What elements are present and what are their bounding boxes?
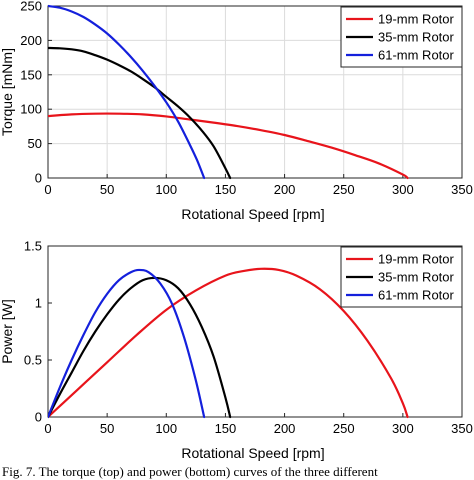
series-group-0 bbox=[48, 4, 409, 180]
legend-entry: 35-mm Rotor bbox=[378, 270, 455, 285]
y-tick-label: 50 bbox=[28, 136, 42, 151]
legend-entry: 61-mm Rotor bbox=[378, 288, 455, 303]
x-tick-label: 50 bbox=[100, 182, 114, 197]
series-line-3 bbox=[48, 268, 206, 419]
x-tick-label: 250 bbox=[333, 182, 355, 197]
y-tick-label: 0 bbox=[35, 410, 42, 425]
figure-caption: Fig. 7. The torque (top) and power (bott… bbox=[2, 464, 378, 479]
x-tick-label: 50 bbox=[100, 421, 114, 436]
series-line-2 bbox=[48, 276, 232, 419]
x-tick-label: 350 bbox=[451, 182, 473, 197]
x-tick-label: 200 bbox=[274, 182, 296, 197]
y-tick-label: 100 bbox=[20, 102, 42, 117]
x-tick-label: 0 bbox=[44, 182, 51, 197]
legend-entry: 19-mm Rotor bbox=[378, 252, 455, 267]
legend-entry: 61-mm Rotor bbox=[378, 48, 455, 63]
y-tick-label: 200 bbox=[20, 33, 42, 48]
y-tick-label: 150 bbox=[20, 67, 42, 82]
axes-frame bbox=[47, 245, 463, 418]
series-line-1 bbox=[48, 112, 409, 180]
ticks-0: 0 50 100 150 200 250 300 350 0 50 100 150 200 250 bbox=[20, 0, 473, 197]
series-group-1 bbox=[48, 267, 409, 419]
legend-entry: 35-mm Rotor bbox=[378, 30, 455, 45]
x-axis-label: Rotational Speed [rpm] bbox=[181, 206, 324, 222]
series-line-3 bbox=[48, 4, 206, 180]
series-line-2 bbox=[48, 46, 232, 180]
series-line-1 bbox=[48, 267, 409, 419]
x-tick-label: 0 bbox=[44, 421, 51, 436]
x-tick-label: 250 bbox=[333, 421, 355, 436]
x-tick-label: 150 bbox=[215, 182, 237, 197]
x-axis-label: Rotational Speed [rpm] bbox=[181, 445, 324, 461]
chart-0: 0 50 100 150 200 250 300 350 0 50 100 150 200 250 Rota… bbox=[0, 0, 473, 222]
y-tick-label: 0.5 bbox=[24, 353, 42, 368]
x-tick-label: 100 bbox=[155, 182, 177, 197]
x-tick-label: 150 bbox=[215, 421, 237, 436]
y-axis-label: Power [W] bbox=[0, 299, 15, 364]
axes-frame bbox=[47, 5, 463, 179]
y-tick-label: 250 bbox=[20, 0, 42, 14]
y-tick-label: 1 bbox=[35, 296, 42, 311]
legend-entry: 19-mm Rotor bbox=[378, 12, 455, 27]
chart-1: 0 50 100 150 200 250 300 350 0 0.5 1 1.5 Rotational … bbox=[0, 239, 473, 462]
x-tick-label: 300 bbox=[392, 182, 414, 197]
y-axis-label: Torque [mNm] bbox=[0, 48, 15, 136]
x-tick-label: 200 bbox=[274, 421, 296, 436]
legend-1: 19-mm Rotor 35-mm Rotor 61-mm Rotor bbox=[340, 246, 463, 308]
x-tick-label: 300 bbox=[392, 421, 414, 436]
legend-0: 19-mm Rotor 35-mm Rotor 61-mm Rotor bbox=[340, 6, 463, 68]
ticks-1: 0 50 100 150 200 250 300 350 0 0.5 1 1.5 bbox=[24, 239, 473, 437]
y-tick-label: 1.5 bbox=[24, 239, 42, 254]
x-tick-label: 350 bbox=[451, 421, 473, 436]
x-tick-label: 100 bbox=[155, 421, 177, 436]
y-tick-label: 0 bbox=[35, 171, 42, 186]
